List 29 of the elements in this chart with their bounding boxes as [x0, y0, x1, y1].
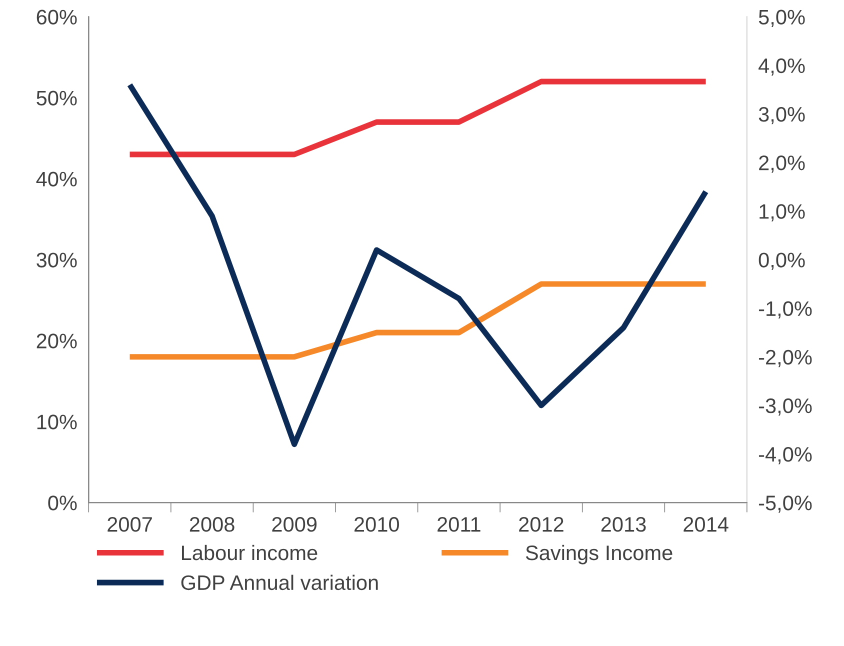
- y2-tick-label: 4,0%: [758, 58, 805, 76]
- x-tick-label: 2012: [519, 517, 564, 532]
- x-tick-label: 2011: [438, 517, 480, 532]
- y2-tick-label: 0,0%: [758, 252, 805, 270]
- x-tick-label: 2010: [354, 517, 399, 532]
- legend-label: Savings Income: [526, 544, 672, 564]
- y2-tick-label: 3,0%: [758, 106, 805, 124]
- y2-tick-label: 2,0%: [759, 156, 805, 173]
- y2-tick-label: -2,0%: [758, 350, 812, 368]
- x-tick-label: 2009: [272, 517, 317, 532]
- y2-tick-label: -3,0%: [758, 398, 812, 416]
- y2-tick-label: -4,0%: [758, 447, 812, 464]
- x-tick-label: 2008: [190, 517, 234, 532]
- y-tick-label: 50%: [36, 90, 77, 106]
- x-tick-label: 2014: [684, 517, 728, 532]
- y-tick-label: 20%: [36, 334, 77, 348]
- y2-tick-label: 1,0%: [760, 204, 805, 222]
- y2-tick-label: -1,0%: [758, 301, 812, 318]
- y-tick-label: 30%: [36, 252, 77, 268]
- y2-tick-label: 5,0%: [758, 10, 805, 28]
- x-tick-label: 2007: [108, 517, 152, 532]
- y-tick-label: 40%: [36, 172, 77, 186]
- y-tick-label: 60%: [36, 10, 77, 25]
- y-tick-label: 0%: [48, 496, 77, 510]
- legend-label: GDP Annual variation: [181, 574, 378, 590]
- y-tick-label: 10%: [37, 414, 77, 430]
- legend-label: Labour income: [182, 544, 318, 560]
- x-tick-label: 2013: [601, 517, 646, 532]
- y2-tick-label: -5,0%: [758, 496, 812, 513]
